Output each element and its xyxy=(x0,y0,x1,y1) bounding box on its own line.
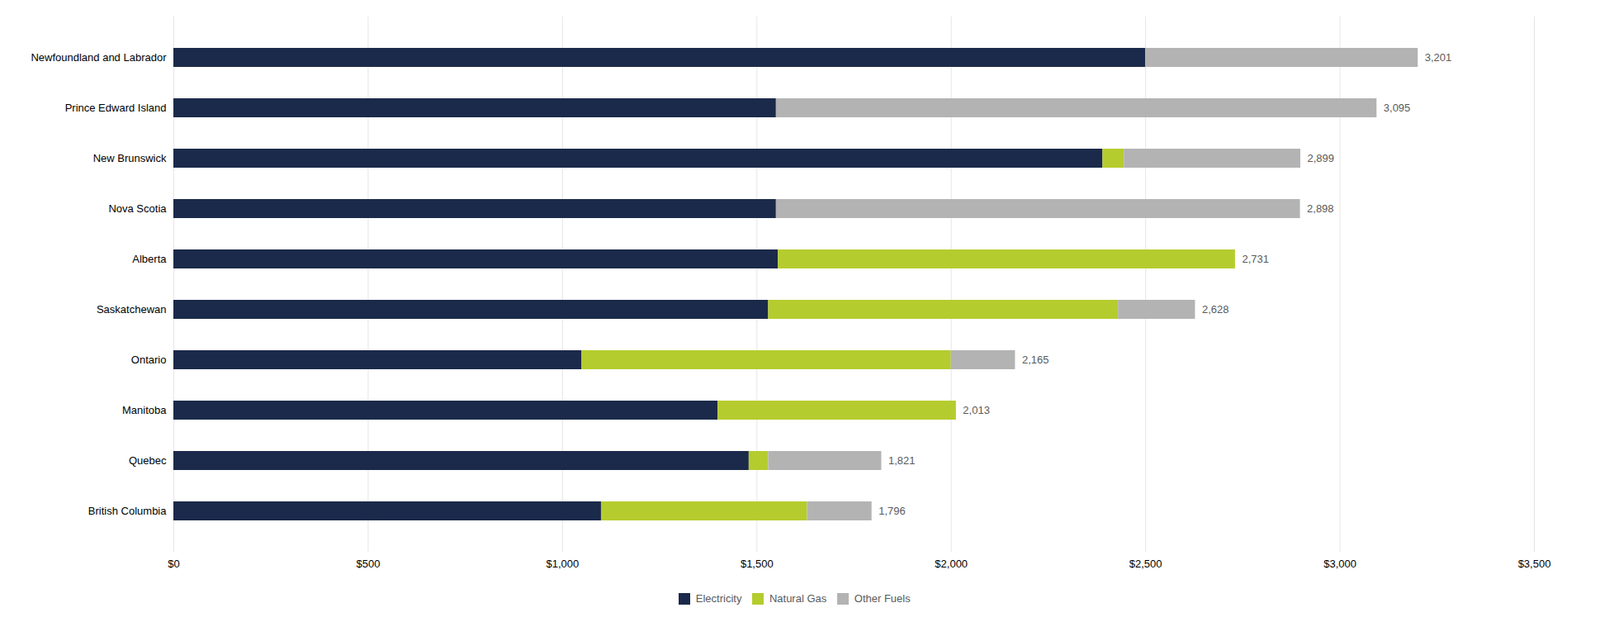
svg-text:$3,000: $3,000 xyxy=(1323,557,1357,570)
svg-text:Manitoba: Manitoba xyxy=(122,403,167,417)
svg-text:New Brunswick: New Brunswick xyxy=(93,151,167,165)
html-text:Other Fuels: Other Fuels xyxy=(854,591,911,605)
svg-text:1,796: 1,796 xyxy=(878,504,906,517)
svg-text:$1,000: $1,000 xyxy=(545,557,579,570)
svg-text:2,165: 2,165 xyxy=(1022,353,1050,366)
svg-text:Alberta: Alberta xyxy=(132,252,167,266)
svg-text:2,899: 2,899 xyxy=(1307,151,1335,165)
svg-text:Newfoundland and Labrador: Newfoundland and Labrador xyxy=(30,51,167,64)
svg-text:Saskatchewan: Saskatchewan xyxy=(96,302,167,316)
svg-text:2,898: 2,898 xyxy=(1306,202,1335,215)
svg-text:British Columbia: British Columbia xyxy=(88,504,167,517)
svg-text:$500: $500 xyxy=(355,557,380,570)
svg-text:3,095: 3,095 xyxy=(1383,101,1411,114)
svg-text:2,628: 2,628 xyxy=(1202,302,1230,316)
svg-text:$0: $0 xyxy=(167,557,180,570)
html-text:Natural Gas: Natural Gas xyxy=(769,591,827,605)
svg-text:Prince Edward Island: Prince Edward Island xyxy=(65,101,167,114)
html-text:Electricity: Electricity xyxy=(695,591,742,605)
svg-text:Ontario: Ontario xyxy=(131,353,167,366)
svg-text:$3,500: $3,500 xyxy=(1518,557,1552,570)
svg-text:Quebec: Quebec xyxy=(128,454,167,467)
svg-text:$2,500: $2,500 xyxy=(1129,557,1163,570)
svg-text:Nova Scotia: Nova Scotia xyxy=(108,202,167,215)
svg-text:3,201: 3,201 xyxy=(1424,51,1453,64)
svg-text:$1,500: $1,500 xyxy=(740,557,774,570)
svg-text:$2,000: $2,000 xyxy=(934,557,968,570)
svg-text:2,731: 2,731 xyxy=(1241,252,1269,266)
svg-text:2,013: 2,013 xyxy=(962,403,990,417)
svg-text:1,821: 1,821 xyxy=(888,454,916,467)
